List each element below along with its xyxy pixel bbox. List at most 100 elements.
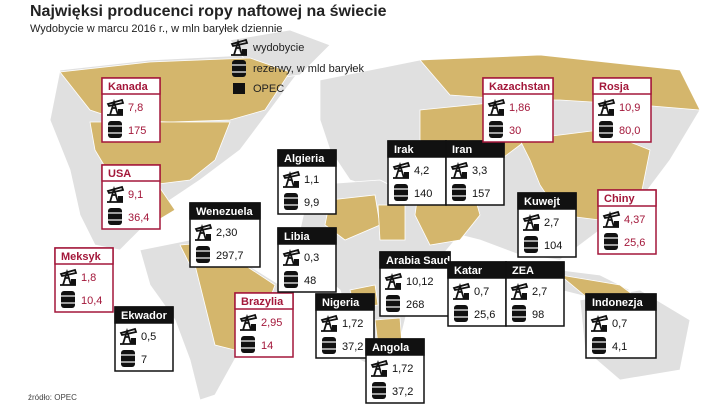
country-card: Algieria 1,1 9,9 [277,149,337,215]
barrel-icon [283,270,299,289]
title: Najwięksi producenci ropy naftowej na św… [30,3,387,20]
country-cards: Kanada 7,8 175 USA 9,1 36,4 Meksyk 1,8 10,4 Ekwad… [54,77,657,404]
reserves-value: 157 [472,188,490,200]
reserves-value: 98 [532,309,544,321]
barrel-icon [453,304,469,323]
barrel-icon [371,381,387,400]
country-name: Kazachstan [489,81,550,93]
country-card: Wenezuela 2,30 297,7 [189,202,261,268]
production-value: 0,3 [304,252,319,264]
production-value: 1,86 [509,102,530,114]
country-card: ZEA 2,7 98 [505,261,565,327]
reserves-value: 175 [128,125,146,137]
reserves-value: 25,6 [624,237,645,249]
card-header [315,293,375,311]
country-card: USA 9,1 36,4 [101,164,161,230]
barrel-icon [195,245,211,264]
legend-label: rezerwy, w mld baryłek [253,63,365,75]
country-card: Indonezja 0,7 4,1 [585,293,657,359]
country-card: Meksyk 1,8 10,4 [54,247,114,313]
barrel-icon [598,120,614,139]
reserves-value: 7 [141,354,147,366]
production-value: 9,1 [128,189,143,201]
reserves-value: 10,4 [81,295,102,307]
reserves-value: 104 [544,240,562,252]
reserves-value: 36,4 [128,212,149,224]
production-value: 1,8 [81,272,96,284]
barrel-icon [488,120,504,139]
country-name: Katar [454,265,483,277]
legend-opec-swatch [233,83,245,94]
card-header [277,149,337,167]
card-header [597,189,657,207]
card-header [585,293,657,311]
country-name: Brazylia [241,296,284,308]
legend-barrel-icon [231,59,247,78]
production-value: 10,12 [406,276,434,288]
reserves-value: 30 [509,125,521,137]
country-name: Indonezja [592,297,644,309]
country-name: Arabia Saud. [386,255,453,267]
card-header [277,227,337,245]
reserves-value: 25,6 [474,309,495,321]
production-value: 0,7 [612,318,627,330]
country-card: Rosja 10,9 80,0 [592,77,652,143]
country-card: Arabia Saud. 10,12 268 [379,251,453,317]
card-header [234,292,294,310]
card-header [379,251,451,269]
production-value: 2,95 [261,317,282,329]
country-name: Rosja [599,81,630,93]
country-card: Kanada 7,8 175 [101,77,161,143]
barrel-icon [107,207,123,226]
country-name: Kuwejt [524,196,560,208]
production-value: 2,30 [216,227,237,239]
country-name: Wenezuela [196,206,254,218]
card-header [445,140,505,158]
barrel-icon [60,290,76,309]
production-value: 4,37 [624,214,645,226]
country-name: USA [108,168,131,180]
reserves-value: 37,2 [392,386,413,398]
country-card: Kazachstan 1,86 30 [482,77,554,143]
card-header [101,77,161,95]
production-value: 2,7 [532,286,547,298]
barrel-icon [385,294,401,313]
country-card: Brazylia 2,95 14 [234,292,294,358]
country-card: Ekwador 0,5 7 [114,306,174,372]
card-header [365,338,425,356]
country-card: Angola 1,72 37,2 [365,338,425,404]
production-value: 10,9 [619,102,640,114]
reserves-value: 4,1 [612,341,627,353]
barrel-icon [451,183,467,202]
reserves-value: 9,9 [304,197,319,209]
country-card: Libia 0,3 48 [277,227,337,293]
production-value: 1,72 [342,318,363,330]
barrel-icon [107,120,123,139]
country-name: Iran [452,144,472,156]
country-name: Chiny [604,193,635,205]
barrel-icon [591,336,607,355]
reserves-value: 297,7 [216,250,244,262]
barrel-icon [321,336,337,355]
card-header [54,247,114,265]
country-name: Angola [372,342,410,354]
barrel-icon [240,335,256,354]
country-card: Nigeria 1,72 37,2 [315,293,375,359]
production-value: 0,7 [474,286,489,298]
barrel-icon [511,304,527,323]
card-header [114,306,174,324]
card-header [189,202,261,220]
reserves-value: 268 [406,299,424,311]
production-value: 1,1 [304,174,319,186]
production-value: 1,72 [392,363,413,375]
card-header [505,261,565,279]
barrel-icon [393,183,409,202]
country-name: Algieria [284,153,325,165]
country-card: Chiny 4,37 25,6 [597,189,657,255]
reserves-value: 37,2 [342,341,363,353]
barrel-icon [523,235,539,254]
country-name: Libia [284,231,311,243]
